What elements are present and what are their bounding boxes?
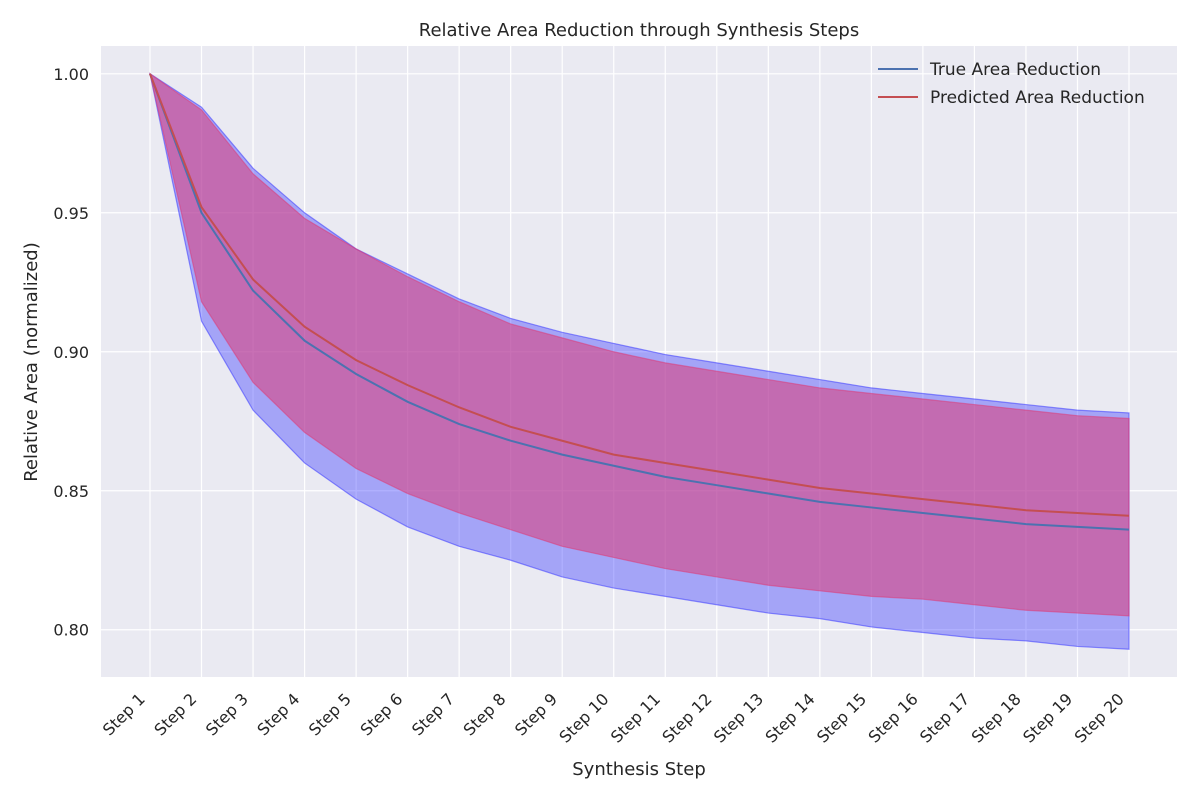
x-tick-label: Step 2: [150, 689, 200, 739]
confidence-bands: [149, 72, 1130, 650]
legend-label: True Area Reduction: [929, 60, 1101, 80]
x-tick-labels: Step 1 Step 2 Step 3 Step 4 Step 5 Step 6 Step…: [99, 689, 1128, 746]
y-tick-label: 0.95: [53, 204, 89, 223]
x-tick-label: Step 3: [202, 689, 252, 739]
x-tick-label: Step 15: [813, 689, 870, 746]
y-tick-label: 1.00: [53, 65, 89, 84]
x-tick-label: Step 7: [408, 689, 458, 739]
legend-label: Predicted Area Reduction: [930, 88, 1145, 108]
x-tick-label: Step 20: [1071, 689, 1128, 746]
y-tick-label: 0.90: [53, 343, 89, 362]
y-tick-label: 0.80: [53, 621, 89, 640]
x-tick-label: Step 1: [99, 689, 149, 739]
x-tick-label: Step 6: [356, 689, 406, 739]
x-tick-label: Step 18: [968, 689, 1025, 746]
x-tick-label: Step 13: [710, 689, 767, 746]
x-axis-title: Synthesis Step: [572, 759, 706, 780]
x-tick-label: Step 8: [460, 689, 510, 739]
x-tick-label: Step 9: [511, 689, 561, 739]
x-tick-label: Step 17: [916, 689, 973, 746]
series-lines: [149, 73, 1130, 531]
x-tick-label: Step 10: [555, 689, 612, 746]
chart-title: Relative Area Reduction through Synthesi…: [419, 20, 859, 41]
y-tick-labels: 0.80 0.85 0.90 0.95 1.00: [53, 65, 89, 640]
series-line: [149, 73, 1130, 531]
confidence-band: [149, 72, 1130, 617]
x-tick-label: Step 16: [865, 689, 922, 746]
y-axis-title: Relative Area (normalized): [21, 242, 42, 482]
x-tick-label: Step 12: [658, 689, 715, 746]
legend: True Area Reduction Predicted Area Reduct…: [878, 60, 1145, 108]
x-tick-label: Step 14: [761, 689, 818, 746]
x-tick-label: Step 5: [305, 689, 355, 739]
series-line: [149, 73, 1130, 517]
x-tick-label: Step 19: [1019, 689, 1076, 746]
y-tick-label: 0.85: [53, 482, 89, 501]
x-tick-label: Step 4: [253, 689, 303, 739]
x-tick-label: Step 11: [607, 689, 664, 746]
